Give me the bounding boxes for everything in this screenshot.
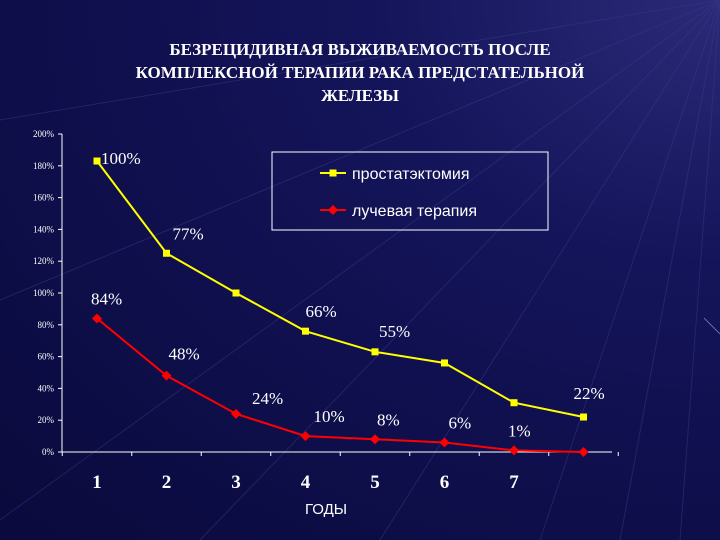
data-label: 6% — [449, 413, 472, 432]
y-tick-label: 100% — [33, 288, 55, 298]
data-point — [161, 370, 172, 381]
data-point — [300, 431, 311, 442]
legend-label: лучевая терапия — [352, 203, 477, 220]
legend-box — [271, 151, 549, 231]
y-tick-label: 180% — [33, 161, 55, 171]
data-point — [441, 359, 448, 367]
x-tick-label: 2 — [162, 472, 172, 493]
y-tick-label: 60% — [38, 352, 55, 362]
data-label: 100% — [101, 149, 141, 168]
data-point — [232, 289, 240, 297]
chart-title: БЕЗРЕЦИДИВНАЯ ВЫЖИВАЕМОСТЬ ПОСЛЕ КОМПЛЕК… — [60, 38, 660, 107]
data-point — [302, 327, 309, 335]
data-label: 22% — [574, 384, 605, 403]
data-label: 66% — [306, 302, 337, 321]
title-line-2: КОМПЛЕКСНОЙ ТЕРАПИИ РАКА ПРЕДСТАТЕЛЬНОЙ — [135, 63, 585, 82]
series-line-1 — [96, 160, 584, 418]
y-tick-label: 20% — [38, 415, 55, 425]
data-label: 84% — [91, 289, 122, 308]
y-tick-label: 160% — [33, 193, 55, 203]
y-tick-label: 200% — [33, 129, 55, 139]
data-label: 48% — [169, 345, 200, 364]
data-point — [509, 445, 519, 456]
data-label: 10% — [314, 407, 345, 426]
data-point — [163, 249, 170, 257]
legend-marker — [329, 169, 337, 177]
data-point — [370, 434, 380, 445]
x-tick-label: 7 — [509, 472, 519, 493]
y-tick-label: 0% — [42, 447, 55, 457]
data-label: 1% — [508, 421, 531, 440]
data-point — [231, 408, 241, 419]
data-point — [92, 313, 102, 324]
data-point — [439, 437, 450, 448]
data-point — [371, 348, 379, 356]
x-tick-label: 4 — [301, 472, 311, 493]
legend-marker — [328, 205, 338, 215]
data-point — [510, 399, 518, 407]
y-tick-label: 40% — [38, 383, 55, 393]
x-tick-label: 5 — [370, 472, 380, 493]
data-label: 77% — [173, 224, 204, 243]
x-tick-label: 6 — [440, 472, 450, 493]
data-point — [578, 447, 589, 457]
data-point — [93, 157, 101, 165]
data-label: 8% — [377, 410, 400, 429]
x-tick-label: 3 — [231, 472, 241, 493]
data-point — [580, 413, 587, 421]
y-tick-label: 120% — [33, 256, 55, 266]
title-line-1: БЕЗРЕЦИДИВНАЯ ВЫЖИВАЕМОСТЬ ПОСЛЕ — [169, 40, 551, 59]
data-label: 24% — [252, 389, 283, 408]
legend-label: простатэктомия — [352, 166, 469, 183]
series-line-2 — [96, 317, 584, 453]
y-tick-label: 140% — [33, 224, 55, 234]
data-label: 55% — [379, 322, 410, 341]
x-tick-label: 1 — [92, 472, 102, 493]
x-axis-title: ГОДЫ — [305, 501, 347, 518]
title-line-3: ЖЕЛЕЗЫ — [321, 86, 399, 105]
y-tick-label: 80% — [38, 320, 55, 330]
